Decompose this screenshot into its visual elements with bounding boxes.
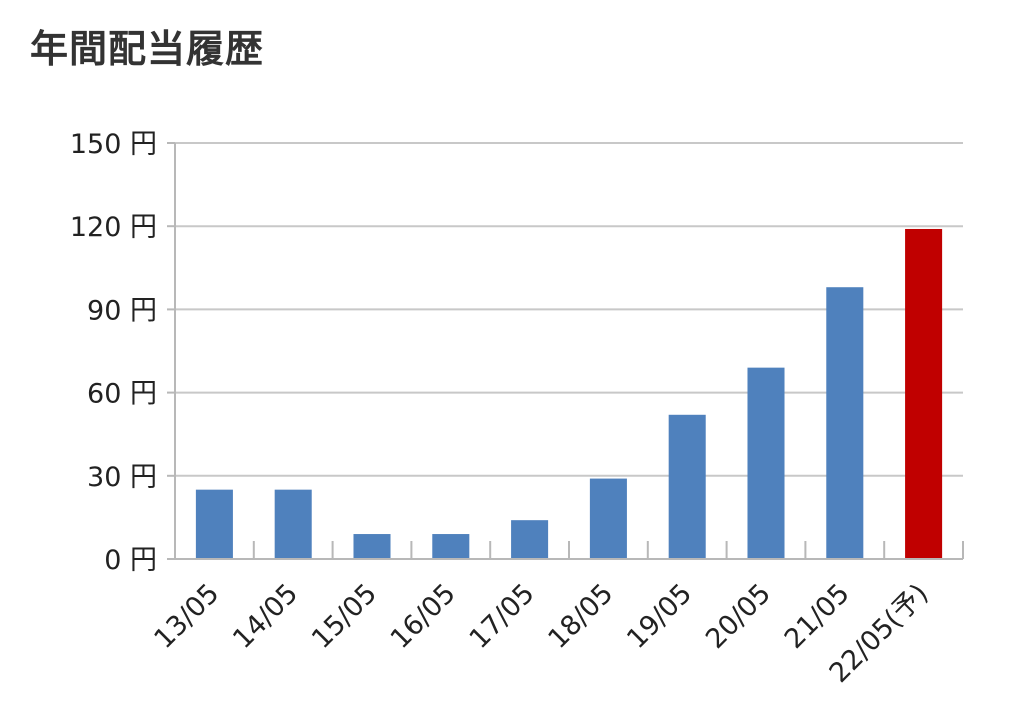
y-tick-labels: 0 円 30 円 60 円 90 円 120 円 150 円 bbox=[70, 129, 157, 576]
x-tick-label: 16/05 bbox=[385, 578, 462, 655]
x-tick-label: 18/05 bbox=[542, 578, 619, 655]
x-tick-label: 13/05 bbox=[148, 578, 225, 655]
x-tick-label: 20/05 bbox=[700, 578, 777, 655]
x-tick-labels: 13/05 14/05 15/05 16/05 17/05 18/05 19/05 20/05… bbox=[148, 578, 934, 689]
bar bbox=[432, 534, 470, 559]
bar bbox=[747, 367, 785, 559]
x-tick-label: 21/05 bbox=[779, 578, 856, 655]
y-tick-label: 0 円 bbox=[104, 545, 157, 576]
bar bbox=[589, 478, 627, 559]
bar bbox=[511, 520, 549, 559]
bar bbox=[274, 489, 312, 559]
x-tick-label: 17/05 bbox=[464, 578, 541, 655]
x-tick-label: 19/05 bbox=[621, 578, 698, 655]
y-tick-label: 60 円 bbox=[87, 379, 157, 410]
axes bbox=[167, 142, 964, 560]
y-tick-label: 30 円 bbox=[87, 462, 157, 493]
y-tick-label: 120 円 bbox=[70, 212, 157, 243]
bar bbox=[195, 489, 233, 559]
bar bbox=[668, 414, 706, 559]
bar bbox=[905, 228, 943, 559]
y-tick-label: 150 円 bbox=[70, 129, 157, 160]
bar bbox=[353, 534, 391, 559]
x-tick-label: 14/05 bbox=[227, 578, 304, 655]
x-tick-label: 15/05 bbox=[306, 578, 383, 655]
y-tick-label: 90 円 bbox=[87, 295, 157, 326]
bar bbox=[826, 287, 864, 559]
bars bbox=[195, 228, 943, 559]
chart-title: 年間配当履歴 bbox=[30, 27, 265, 71]
